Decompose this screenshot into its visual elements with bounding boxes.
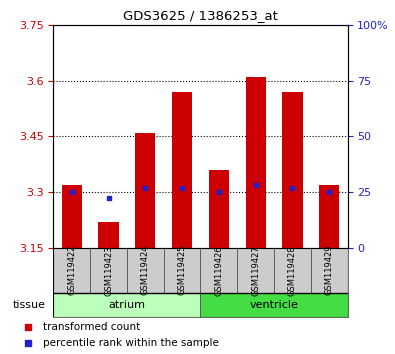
Text: GSM119424: GSM119424 — [141, 245, 150, 296]
Text: GSM119423: GSM119423 — [104, 245, 113, 296]
Text: GSM119422: GSM119422 — [67, 245, 76, 296]
Text: GSM119428: GSM119428 — [288, 245, 297, 296]
Bar — [201, 293, 348, 317]
Text: atrium: atrium — [108, 300, 145, 310]
Bar — [62, 184, 82, 248]
Bar — [53, 248, 90, 293]
Bar — [282, 92, 303, 248]
Text: percentile rank within the sample: percentile rank within the sample — [43, 338, 219, 348]
Bar — [319, 184, 339, 248]
Bar — [127, 248, 164, 293]
Text: ventricle: ventricle — [250, 300, 299, 310]
Bar — [209, 170, 229, 248]
Bar — [53, 293, 201, 317]
Bar — [246, 77, 266, 248]
Bar — [201, 248, 237, 293]
Bar — [164, 248, 201, 293]
Bar — [172, 92, 192, 248]
Text: tissue: tissue — [13, 300, 46, 310]
Text: GSM119427: GSM119427 — [251, 245, 260, 296]
Bar — [90, 248, 127, 293]
Text: GSM119426: GSM119426 — [214, 245, 223, 296]
Text: GSM119429: GSM119429 — [325, 245, 334, 296]
Bar — [135, 132, 155, 248]
Bar — [311, 248, 348, 293]
Text: GSM119425: GSM119425 — [178, 245, 186, 296]
Bar — [274, 248, 311, 293]
Text: transformed count: transformed count — [43, 322, 141, 332]
Bar — [237, 248, 274, 293]
Title: GDS3625 / 1386253_at: GDS3625 / 1386253_at — [123, 9, 278, 22]
Bar — [98, 222, 118, 248]
